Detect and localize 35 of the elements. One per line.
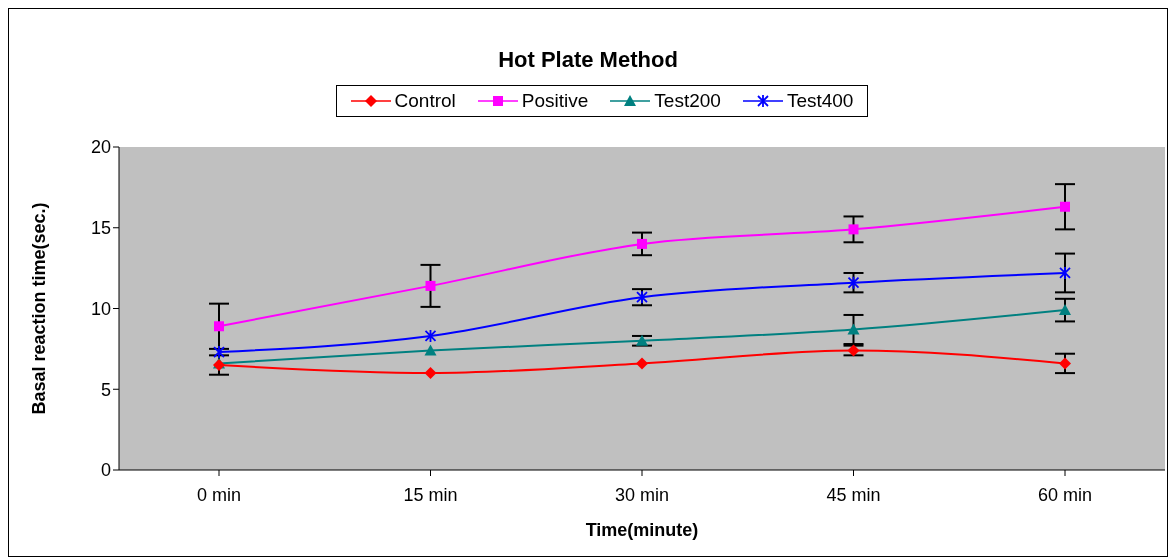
point (425, 280, 436, 291)
legend-label: Control (393, 90, 456, 112)
point (1059, 266, 1071, 280)
y-tick-label: 5 (100, 379, 111, 400)
point (1059, 357, 1071, 370)
point (636, 290, 648, 305)
y-tick-label: 15 (90, 218, 111, 239)
y-tick-label: 10 (90, 298, 111, 319)
chart-title: Hot Plate Method (497, 46, 679, 74)
legend-label: Test200 (653, 90, 721, 112)
point (637, 238, 647, 249)
y-axis-title: Basal reaction time(sec.) (29, 202, 50, 415)
point (213, 345, 225, 360)
point (847, 344, 860, 357)
legend-label: Test400 (785, 90, 854, 112)
point (214, 321, 224, 332)
x-tick-label: 30 min (614, 484, 670, 505)
legend-label: Positive (520, 90, 589, 112)
point (1059, 304, 1071, 316)
x-tick-label: 45 min (826, 484, 881, 505)
y-tick-label: 20 (90, 137, 111, 158)
point (424, 367, 437, 380)
point (847, 323, 860, 335)
point (636, 334, 648, 346)
x-axis-title: Time(minute) (585, 520, 699, 540)
point (848, 224, 859, 235)
x-tick-label: 15 min (403, 484, 458, 505)
x-tick-label: 0 min (196, 484, 242, 505)
point (636, 357, 648, 370)
point (847, 275, 860, 290)
point (1060, 201, 1070, 212)
point (424, 344, 437, 356)
point (424, 329, 437, 343)
x-tick-label: 60 min (1037, 484, 1093, 505)
y-tick-label: 0 (100, 460, 111, 481)
